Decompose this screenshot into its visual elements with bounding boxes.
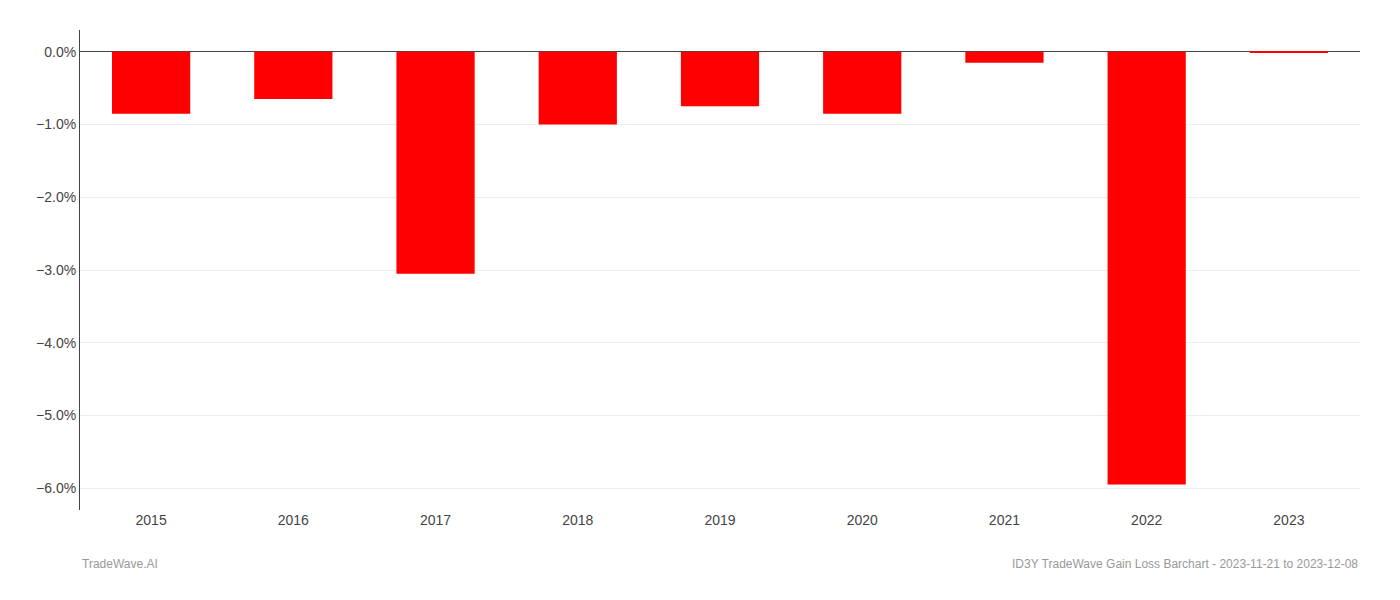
svg-text:−6.0%: −6.0%: [36, 480, 76, 496]
svg-text:2015: 2015: [136, 512, 167, 528]
svg-text:2016: 2016: [278, 512, 309, 528]
svg-text:−3.0%: −3.0%: [36, 262, 76, 278]
svg-text:−2.0%: −2.0%: [36, 189, 76, 205]
svg-text:−4.0%: −4.0%: [36, 335, 76, 351]
svg-text:TradeWave.AI: TradeWave.AI: [82, 557, 158, 571]
svg-text:0.0%: 0.0%: [44, 44, 76, 60]
svg-text:2022: 2022: [1131, 512, 1162, 528]
svg-text:2021: 2021: [989, 512, 1020, 528]
svg-text:ID3Y TradeWave Gain Loss Barch: ID3Y TradeWave Gain Loss Barchart - 2023…: [1012, 557, 1358, 571]
svg-text:2023: 2023: [1273, 512, 1304, 528]
svg-text:2019: 2019: [704, 512, 735, 528]
svg-text:2020: 2020: [847, 512, 878, 528]
svg-text:−1.0%: −1.0%: [36, 116, 76, 132]
svg-text:2017: 2017: [420, 512, 451, 528]
svg-text:2018: 2018: [562, 512, 593, 528]
svg-text:−5.0%: −5.0%: [36, 407, 76, 423]
